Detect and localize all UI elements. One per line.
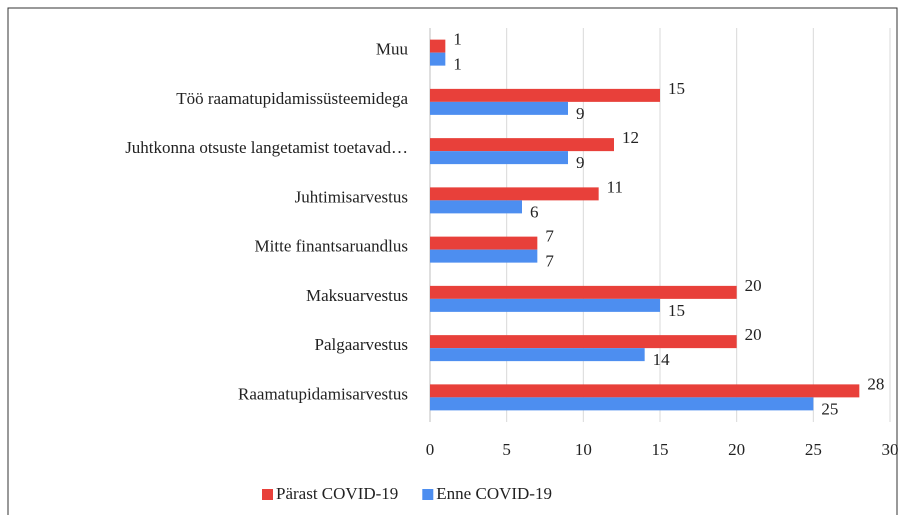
bar [430, 88, 660, 102]
x-tick-label: 15 [652, 440, 669, 459]
value-label: 14 [653, 350, 671, 369]
bar [430, 138, 614, 152]
value-label: 25 [821, 399, 838, 418]
value-label: 15 [668, 301, 685, 320]
value-label: 20 [745, 325, 762, 344]
y-tick-label: Mitte finantsaruandlus [255, 237, 408, 256]
y-tick-label: Juhtkonna otsuste langetamist toetavad… [125, 138, 408, 157]
y-tick-label: Töö raamatupidamissüsteemidega [176, 89, 408, 108]
legend-swatch [262, 489, 273, 500]
value-label: 28 [867, 374, 884, 393]
bar [430, 187, 599, 201]
x-tick-label: 20 [728, 440, 745, 459]
bar [430, 236, 538, 250]
bar [430, 348, 645, 362]
value-label: 20 [745, 276, 762, 295]
bar [430, 298, 660, 312]
x-tick-label: 10 [575, 440, 592, 459]
bar [430, 39, 446, 53]
legend-swatch [422, 489, 434, 500]
bar [430, 101, 568, 115]
value-label: 11 [607, 177, 623, 196]
x-tick-label: 5 [502, 440, 511, 459]
y-tick-label: Maksuarvestus [306, 286, 408, 305]
y-tick-label: Raamatupidamisarvestus [238, 384, 408, 403]
y-tick-label: Palgaarvestus [315, 335, 408, 354]
y-tick-label: Muu [376, 40, 409, 59]
value-label: 9 [576, 153, 585, 172]
value-label: 7 [545, 252, 554, 271]
x-tick-label: 30 [882, 440, 899, 459]
bar [430, 285, 737, 299]
y-tick-label: Juhtimisarvestus [295, 187, 408, 206]
bar [430, 384, 860, 398]
bar [430, 249, 538, 263]
value-label: 1 [453, 55, 462, 74]
value-label: 6 [530, 202, 539, 221]
bar [430, 335, 737, 349]
bar [430, 151, 568, 165]
value-label: 9 [576, 104, 585, 123]
value-label: 1 [453, 30, 462, 49]
value-label: 15 [668, 79, 685, 98]
legend-label: Enne COVID-19 [436, 484, 552, 503]
legend-label: Pärast COVID-19 [276, 484, 398, 503]
x-tick-label: 0 [426, 440, 435, 459]
value-label: 7 [545, 227, 554, 246]
bar [430, 200, 522, 214]
bar [430, 397, 814, 411]
x-tick-label: 25 [805, 440, 822, 459]
value-label: 12 [622, 128, 639, 147]
bar [430, 52, 446, 66]
